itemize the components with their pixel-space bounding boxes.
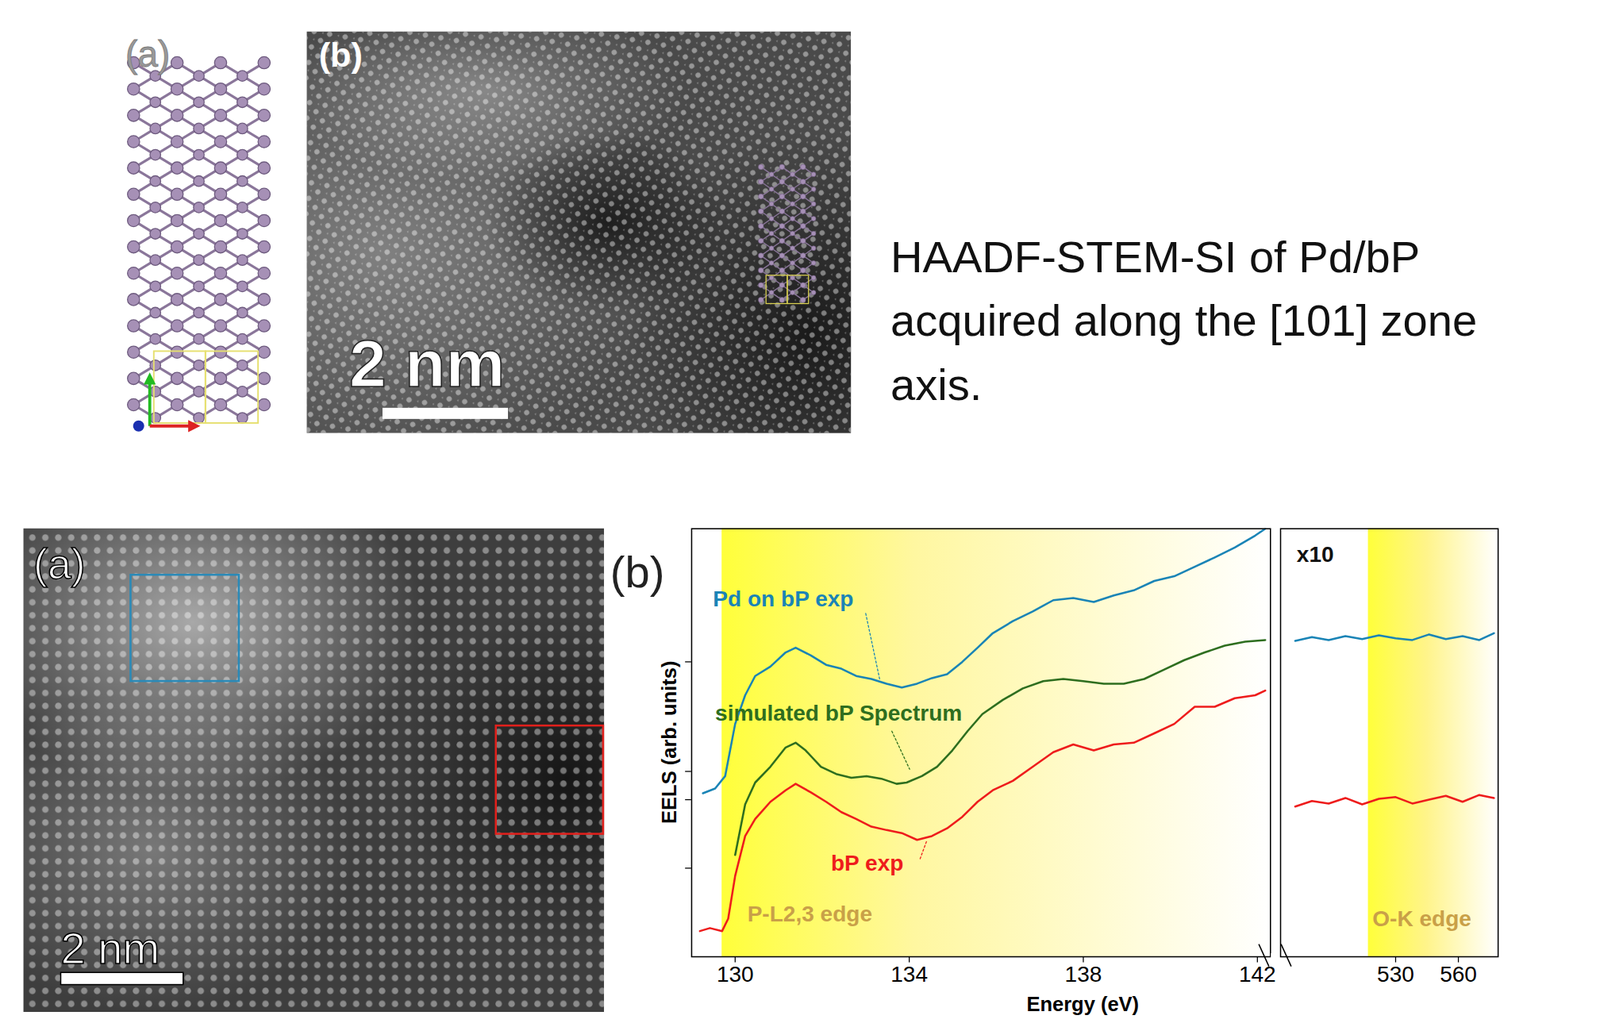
svg-text:bP exp: bP exp — [830, 850, 904, 876]
svg-text:560: 560 — [1439, 961, 1477, 987]
svg-text:(b): (b) — [319, 35, 363, 74]
svg-text:530: 530 — [1376, 961, 1415, 987]
svg-text:P-L2,3 edge: P-L2,3 edge — [747, 901, 873, 927]
svg-text:134: 134 — [890, 961, 928, 987]
html-text:HAADF-STEM-SI of Pd/bP acquire: HAADF-STEM-SI of Pd/bP acquired along th… — [890, 231, 1478, 409]
svg-text:Energy (eV): Energy (eV) — [1026, 992, 1139, 1016]
svg-text:130: 130 — [716, 961, 754, 987]
svg-text:Pd on bP exp: Pd on bP exp — [712, 586, 854, 612]
svg-text:142: 142 — [1238, 961, 1277, 987]
svg-text:O-K edge: O-K edge — [1372, 906, 1472, 931]
svg-text:2 nm: 2 nm — [349, 326, 505, 401]
svg-text:(b): (b) — [610, 546, 666, 597]
svg-text:(a): (a) — [33, 540, 85, 588]
svg-text:2 nm: 2 nm — [61, 923, 161, 974]
svg-text:x10: x10 — [1296, 542, 1335, 567]
svg-text:(a): (a) — [125, 33, 170, 75]
svg-text:simulated bP Spectrum: simulated bP Spectrum — [715, 700, 962, 726]
svg-text:EELS (arb. units): EELS (arb. units) — [657, 660, 681, 824]
svg-text:138: 138 — [1065, 961, 1103, 987]
